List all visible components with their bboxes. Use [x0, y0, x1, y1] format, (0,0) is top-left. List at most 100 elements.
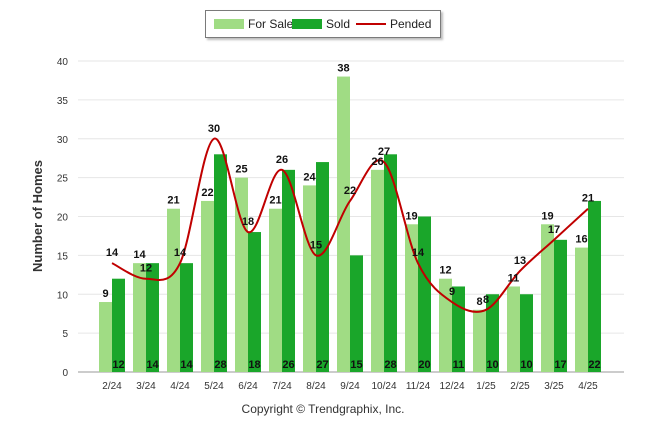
y-tick-label: 25	[57, 174, 69, 185]
bar-sold	[248, 232, 261, 372]
data-label-pended: 14	[174, 247, 187, 259]
data-label-sold: 14	[146, 359, 159, 371]
legend: For Sale Sold Pended	[205, 10, 441, 38]
data-label-for-sale: 22	[201, 187, 213, 199]
data-label-pended: 17	[548, 224, 560, 236]
data-label-sold: 12	[112, 359, 124, 371]
data-label-sold: 28	[214, 359, 226, 371]
data-label-pended: 8	[483, 294, 489, 306]
y-tick-label: 5	[62, 329, 68, 340]
data-label-sold: 28	[384, 359, 396, 371]
bar-for-sale	[371, 169, 384, 372]
bar-for-sale	[575, 247, 588, 372]
data-label-for-sale: 14	[133, 249, 146, 261]
data-label-pended: 27	[378, 146, 390, 158]
y-tick-label: 30	[57, 135, 69, 146]
y-tick-label: 0	[62, 368, 68, 379]
data-label-pended: 18	[242, 216, 254, 228]
data-label-sold: 15	[350, 359, 362, 371]
bars	[99, 76, 601, 373]
data-label-for-sale: 24	[303, 171, 316, 183]
bar-for-sale	[99, 302, 112, 372]
pended-line	[111, 137, 589, 313]
data-label-pended: 26	[276, 154, 288, 166]
data-label-pended: 13	[514, 255, 526, 267]
pended-line-path	[111, 137, 589, 313]
data-label-sold: 22	[588, 359, 600, 371]
data-label-sold: 11	[453, 359, 465, 371]
bar-sold	[112, 278, 125, 372]
bar-for-sale	[303, 185, 316, 372]
x-tick-label: 4/25	[578, 381, 598, 392]
data-label-sold: 10	[520, 359, 532, 371]
x-tick-label: 7/24	[272, 381, 292, 392]
data-label-for-sale: 16	[575, 234, 587, 246]
x-tick-label: 6/24	[238, 381, 258, 392]
data-label-for-sale: 9	[102, 288, 108, 300]
data-label-sold: 26	[282, 359, 294, 371]
x-tick-label: 4/24	[170, 381, 190, 392]
data-label-sold: 18	[248, 359, 260, 371]
bar-for-sale	[541, 224, 554, 372]
y-tick-label: 15	[57, 251, 69, 262]
data-label-for-sale: 19	[541, 210, 553, 222]
y-tick-label: 40	[57, 57, 69, 68]
data-label-pended: 12	[140, 263, 152, 275]
x-tick-label: 8/24	[306, 381, 326, 392]
bar-sold	[146, 263, 159, 372]
bar-for-sale	[269, 208, 282, 372]
legend-swatch-for-sale	[214, 19, 244, 29]
x-tick-label: 2/24	[102, 381, 122, 392]
bar-for-sale	[405, 224, 418, 372]
data-label-pended: 21	[582, 193, 594, 205]
data-label-for-sale: 11	[508, 272, 520, 284]
x-tick-label: 3/25	[544, 381, 564, 392]
data-label-pended: 14	[412, 247, 425, 259]
bar-for-sale	[507, 286, 520, 372]
data-label-for-sale: 25	[235, 164, 247, 176]
data-label-for-sale: 21	[167, 195, 179, 207]
bar-sold	[520, 294, 533, 372]
bar-for-sale	[439, 278, 452, 372]
data-label-sold: 27	[316, 359, 328, 371]
bar-sold	[350, 255, 363, 372]
bar-for-sale	[201, 200, 214, 372]
x-tick-label: 12/24	[439, 381, 464, 392]
y-tick-label: 10	[57, 290, 69, 301]
x-tick-label: 11/24	[406, 381, 431, 392]
data-label-for-sale: 26	[371, 156, 383, 168]
data-label-sold: 20	[418, 359, 430, 371]
data-label-sold: 17	[554, 359, 566, 371]
data-label-sold: 14	[180, 359, 193, 371]
legend-label-sold: Sold	[326, 17, 351, 31]
data-label-pended: 9	[449, 286, 455, 298]
legend-swatch-sold	[292, 19, 322, 29]
x-tick-label: 2/25	[510, 381, 530, 392]
bar-for-sale	[337, 76, 350, 373]
bar-sold	[384, 154, 397, 372]
y-axis-label: Number of Homes	[30, 160, 45, 272]
bar-for-sale	[167, 208, 180, 372]
copyright-text: Copyright © Trendgraphix, Inc.	[241, 402, 405, 416]
x-tick-label: 5/24	[204, 381, 224, 392]
bar-sold	[418, 216, 431, 372]
legend-label-for-sale: For Sale	[248, 17, 294, 31]
bar-sold	[180, 263, 193, 372]
bar-for-sale	[473, 309, 486, 372]
data-label-pended: 14	[106, 247, 119, 259]
data-label-pended: 30	[208, 123, 220, 135]
x-tick-label: 3/24	[136, 381, 156, 392]
bar-sold	[588, 200, 601, 372]
data-label-for-sale: 21	[269, 195, 281, 207]
data-label-for-sale: 8	[476, 296, 482, 308]
x-tick-label: 1/25	[476, 381, 496, 392]
bar-sold	[486, 294, 499, 372]
legend-swatch-pended	[356, 23, 386, 25]
x-tick-label: 9/24	[340, 381, 360, 392]
data-label-for-sale: 38	[337, 63, 349, 75]
bar-for-sale	[133, 263, 146, 372]
legend-label-pended: Pended	[390, 17, 432, 31]
data-label-for-sale: 12	[439, 265, 451, 277]
x-tick-labels: 2/24 3/24 4/24 5/24 6/24 7/24 8/24 9/24 10/24 11/…	[102, 381, 598, 392]
